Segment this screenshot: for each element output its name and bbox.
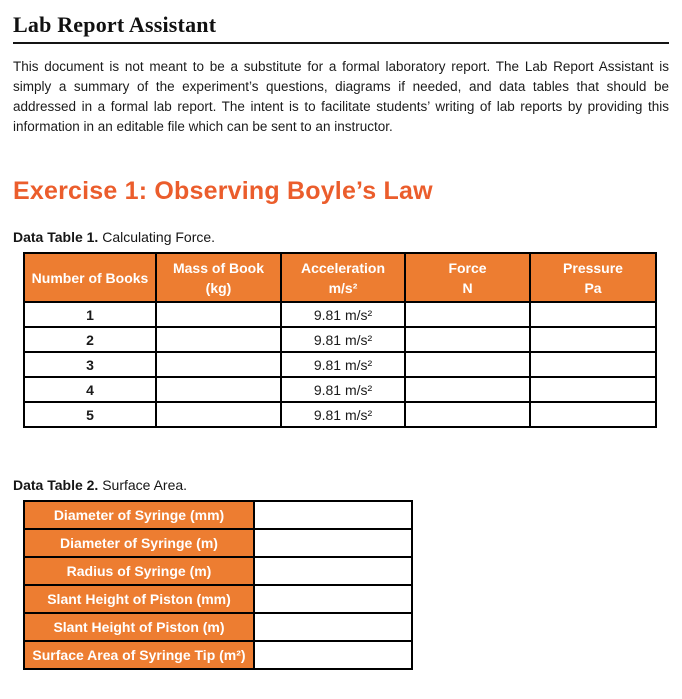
- table1-row3-mass-cell[interactable]: [155, 351, 282, 378]
- table1-row-1: 1 9.81 m/s²: [23, 301, 657, 328]
- table2-row-3: Radius of Syringe (m): [23, 556, 413, 586]
- table1-row2-acceleration-cell: 9.81 m/s²: [280, 326, 406, 353]
- exercise-heading: Exercise 1: Observing Boyle’s Law: [13, 177, 433, 205]
- document-title: Lab Report Assistant: [13, 12, 217, 37]
- table1-row1-pressure-cell[interactable]: [529, 301, 657, 328]
- table1-row3-acceleration-cell: 9.81 m/s²: [280, 351, 406, 378]
- table1-row5-books-cell: 5: [23, 401, 157, 428]
- table1-row-2: 2 9.81 m/s²: [23, 326, 657, 353]
- table1-row5-acceleration-cell: 9.81 m/s²: [280, 401, 406, 428]
- table2-label-surface-area: Surface Area of Syringe Tip (m²): [23, 640, 255, 670]
- table1-row2-books-cell: 2: [23, 326, 157, 353]
- table2-label-radius-m: Radius of Syringe (m): [23, 556, 255, 586]
- table1-row2-mass-cell[interactable]: [155, 326, 282, 353]
- table2-label-slant-height-m: Slant Height of Piston (m): [23, 612, 255, 642]
- table2-label-diameter-m: Diameter of Syringe (m): [23, 528, 255, 558]
- table1-row2-force-cell[interactable]: [404, 326, 531, 353]
- table1-row3-books-cell: 3: [23, 351, 157, 378]
- title-divider: [13, 42, 669, 44]
- intro-paragraph: This document is not meant to be a subst…: [13, 59, 669, 134]
- table1-row3-force-cell[interactable]: [404, 351, 531, 378]
- table1-row-4: 4 9.81 m/s²: [23, 376, 657, 403]
- table2-value-surface-area[interactable]: [253, 640, 413, 670]
- table2-value-slant-height-m[interactable]: [253, 612, 413, 642]
- table1-row5-force-cell[interactable]: [404, 401, 531, 428]
- table1-row3-pressure-cell[interactable]: [529, 351, 657, 378]
- table1-row4-books-cell: 4: [23, 376, 157, 403]
- data-table-1-caption-label: Data Table 1.: [13, 229, 99, 245]
- table2-row-6: Surface Area of Syringe Tip (m²): [23, 640, 413, 670]
- table2-value-diameter-m[interactable]: [253, 528, 413, 558]
- table2-value-radius-m[interactable]: [253, 556, 413, 586]
- table1-header-mass-of-book: Mass of Book (kg): [155, 252, 282, 303]
- table2-row-4: Slant Height of Piston (mm): [23, 584, 413, 614]
- data-table-1-caption-text: Calculating Force.: [98, 229, 216, 245]
- data-table-2: Diameter of Syringe (mm) Diameter of Syr…: [23, 500, 413, 670]
- table1-header-pressure: Pressure Pa: [529, 252, 657, 303]
- table1-row2-pressure-cell[interactable]: [529, 326, 657, 353]
- table1-row5-mass-cell[interactable]: [155, 401, 282, 428]
- table1-row4-mass-cell[interactable]: [155, 376, 282, 403]
- table1-row4-pressure-cell[interactable]: [529, 376, 657, 403]
- table2-value-slant-height-mm[interactable]: [253, 584, 413, 614]
- table2-label-slant-height-mm: Slant Height of Piston (mm): [23, 584, 255, 614]
- table1-row1-force-cell[interactable]: [404, 301, 531, 328]
- table1-row4-acceleration-cell: 9.81 m/s²: [280, 376, 406, 403]
- table1-row1-acceleration-cell: 9.81 m/s²: [280, 301, 406, 328]
- table1-header-number-of-books: Number of Books: [23, 252, 157, 303]
- table1-row1-books-cell: 1: [23, 301, 157, 328]
- table1-header-row: Number of Books Mass of Book (kg) Acceler…: [23, 252, 657, 303]
- table1-row-3: 3 9.81 m/s²: [23, 351, 657, 378]
- data-table-2-caption-text: Surface Area.: [98, 477, 188, 493]
- data-table-2-caption-label: Data Table 2.: [13, 477, 99, 493]
- data-table-2-caption: Data Table 2. Surface Area.: [13, 477, 669, 493]
- table1-row4-force-cell[interactable]: [404, 376, 531, 403]
- table2-row-2: Diameter of Syringe (m): [23, 528, 413, 558]
- data-table-1-caption: Data Table 1. Calculating Force.: [13, 229, 669, 245]
- table1-header-acceleration: Acceleration m/s²: [280, 252, 406, 303]
- table2-row-5: Slant Height of Piston (m): [23, 612, 413, 642]
- table2-row-1: Diameter of Syringe (mm): [23, 500, 413, 530]
- data-table-1: Number of Books Mass of Book (kg) Acceler…: [23, 252, 657, 428]
- table2-value-diameter-mm[interactable]: [253, 500, 413, 530]
- table1-row1-mass-cell[interactable]: [155, 301, 282, 328]
- table1-row5-pressure-cell[interactable]: [529, 401, 657, 428]
- table1-row-5: 5 9.81 m/s²: [23, 401, 657, 428]
- table2-label-diameter-mm: Diameter of Syringe (mm): [23, 500, 255, 530]
- table1-header-force: Force N: [404, 252, 531, 303]
